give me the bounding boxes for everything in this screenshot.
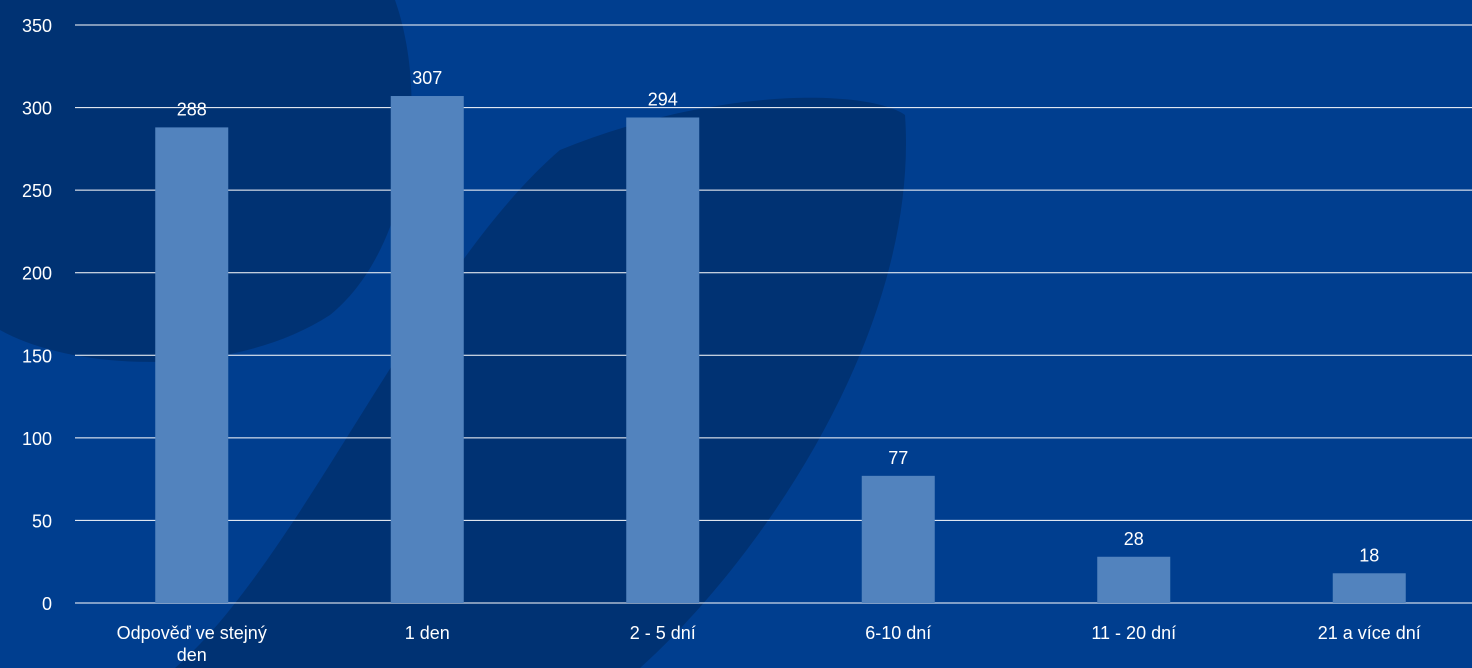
x-tick-label: 1 den [405,623,450,643]
data-label: 288 [177,99,207,119]
y-axis-ticks: 0 50 100 150 200 250 300 350 [22,16,52,614]
bar [1332,573,1406,603]
bar [1097,556,1171,603]
data-label: 18 [1359,545,1379,565]
x-tick-label: 6-10 dní [865,623,931,643]
x-tick-label: 11 - 20 dní [1091,623,1176,643]
y-tick-label: 150 [22,346,52,366]
data-label: 307 [412,68,442,88]
x-tick-label: Odpověď ve stejný den [117,623,267,665]
x-tick-label: 2 - 5 dní [630,623,696,643]
background-arc-shape [175,97,906,668]
data-label: 28 [1124,529,1144,549]
data-label: 294 [648,89,678,109]
data-label: 77 [888,448,908,468]
data-labels: 288 307 294 77 28 18 [177,68,1380,565]
bar [861,475,935,603]
y-tick-label: 50 [32,511,52,531]
y-tick-label: 0 [42,594,52,614]
y-tick-label: 200 [22,264,52,284]
x-tick-label: 21 a více dní [1318,623,1421,643]
bar [626,117,700,603]
gridlines [75,24,1472,604]
y-tick-label: 250 [22,181,52,201]
y-tick-label: 300 [22,99,52,119]
bar [155,127,229,603]
y-tick-label: 100 [22,429,52,449]
bars [155,96,1406,604]
x-axis-ticks: Odpověď ve stejný den 1 den 2 - 5 dní 6-10 d… [117,623,1421,665]
bar [390,96,464,604]
y-tick-label: 350 [22,16,52,36]
